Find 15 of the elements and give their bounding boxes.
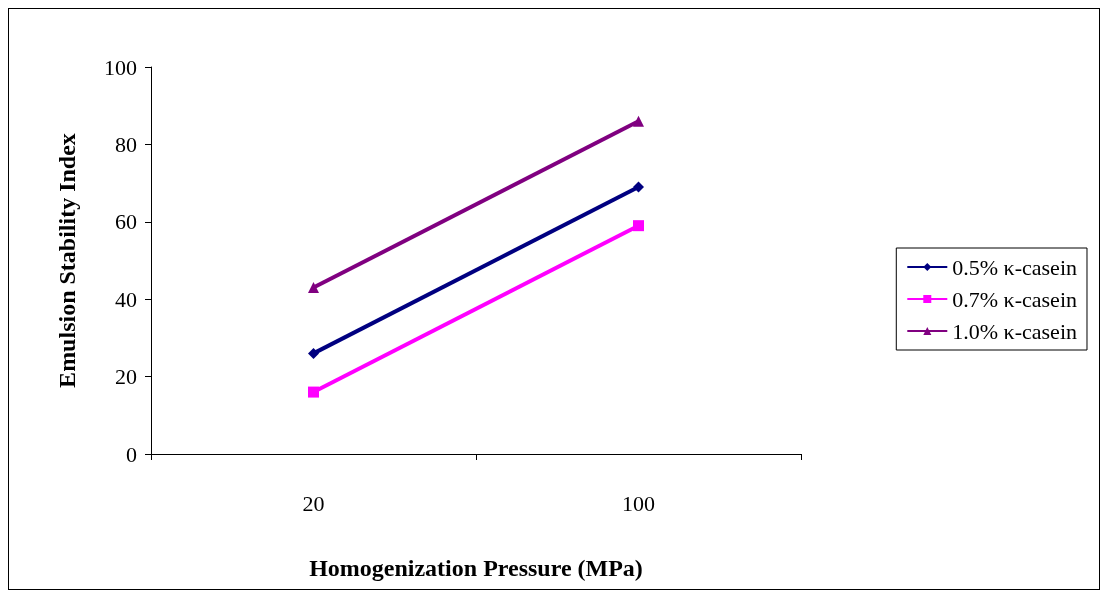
legend-label: 1.0% κ-casein	[952, 318, 1078, 344]
y-tick-label: 60	[115, 209, 137, 235]
y-tick-label: 20	[115, 364, 137, 390]
y-tick-label: 0	[126, 441, 137, 467]
legend-label: 0.5% κ-casein	[952, 254, 1078, 280]
y-tick-label: 40	[115, 286, 137, 312]
point	[633, 220, 644, 232]
x-axis-title: Homogenization Pressure (MPa)	[309, 555, 643, 581]
point	[633, 181, 644, 193]
y-tick-label: 100	[104, 54, 137, 80]
legend-label: 0.7% κ-casein	[952, 286, 1078, 312]
point	[308, 386, 319, 398]
point	[308, 347, 319, 359]
y-tick-label: 80	[115, 131, 137, 157]
y-axis-title: Emulsion Stability Index	[54, 133, 80, 388]
